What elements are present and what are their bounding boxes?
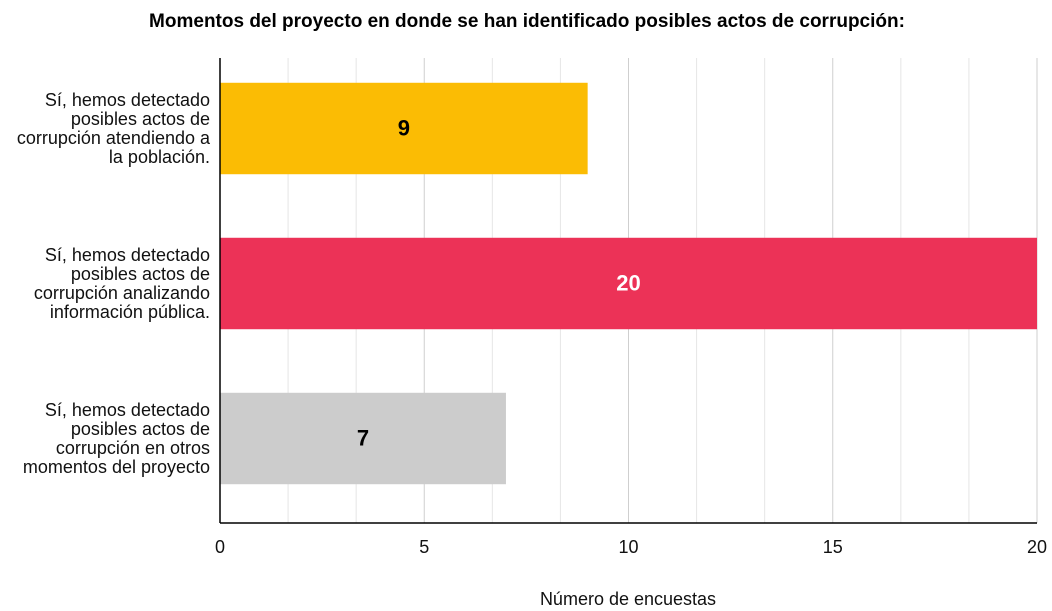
bar-value-label: 20 <box>616 270 640 295</box>
x-tick-label: 5 <box>419 537 429 557</box>
y-tick-label: Sí, hemos detectado posibles actos de co… <box>16 89 210 167</box>
bar <box>220 82 588 175</box>
x-axis-title: Número de encuestas <box>540 589 716 609</box>
y-tick-label: Sí, hemos detectado posibles actos de co… <box>22 399 210 477</box>
x-tick-label: 10 <box>618 537 638 557</box>
x-tick-label: 15 <box>823 537 843 557</box>
y-tick-label: Sí, hemos detectado posibles actos de co… <box>33 244 210 322</box>
bar <box>220 237 1037 330</box>
chart-title: Momentos del proyecto en donde se han id… <box>149 11 905 32</box>
bar-value-label: 7 <box>357 425 369 450</box>
x-tick-label: 0 <box>215 537 225 557</box>
x-tick-label: 20 <box>1027 537 1047 557</box>
bar-value-label: 9 <box>398 115 410 140</box>
bar <box>220 392 506 485</box>
